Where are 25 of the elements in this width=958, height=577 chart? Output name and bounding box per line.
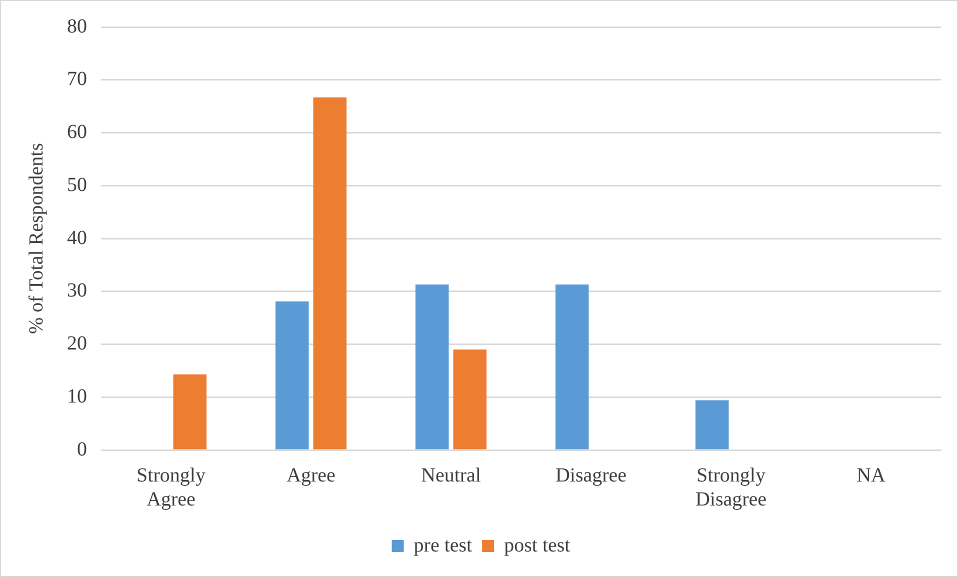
x-tick-label: Strongly Disagree [695, 464, 767, 510]
x-tick-label: Agree [286, 464, 336, 486]
y-tick-label: 20 [67, 332, 87, 354]
x-tick-label: Strongly Agree [136, 464, 206, 510]
y-axis-title: % of Total Respondents [25, 142, 48, 334]
x-tick-label: NA [856, 464, 886, 486]
bar [313, 97, 347, 450]
y-tick-label: 10 [67, 385, 87, 408]
bar [555, 284, 589, 450]
y-tick-label: 0 [77, 438, 87, 460]
legend-label: pre test [414, 534, 473, 556]
bar [173, 374, 207, 450]
y-tick-label: 30 [67, 280, 87, 302]
bar [275, 301, 309, 450]
x-tick-label: Disagree [555, 464, 627, 486]
y-tick-label: 80 [67, 15, 87, 38]
x-tick-label: Neutral [421, 464, 482, 486]
y-tick-label: 50 [67, 174, 87, 196]
y-tick-label: 40 [67, 226, 87, 249]
bar [695, 400, 729, 450]
y-tick-label: 60 [67, 121, 87, 143]
y-tick-label: 70 [67, 68, 87, 90]
bar [415, 284, 449, 450]
bar [453, 350, 487, 450]
legend-label: post test [504, 534, 571, 556]
